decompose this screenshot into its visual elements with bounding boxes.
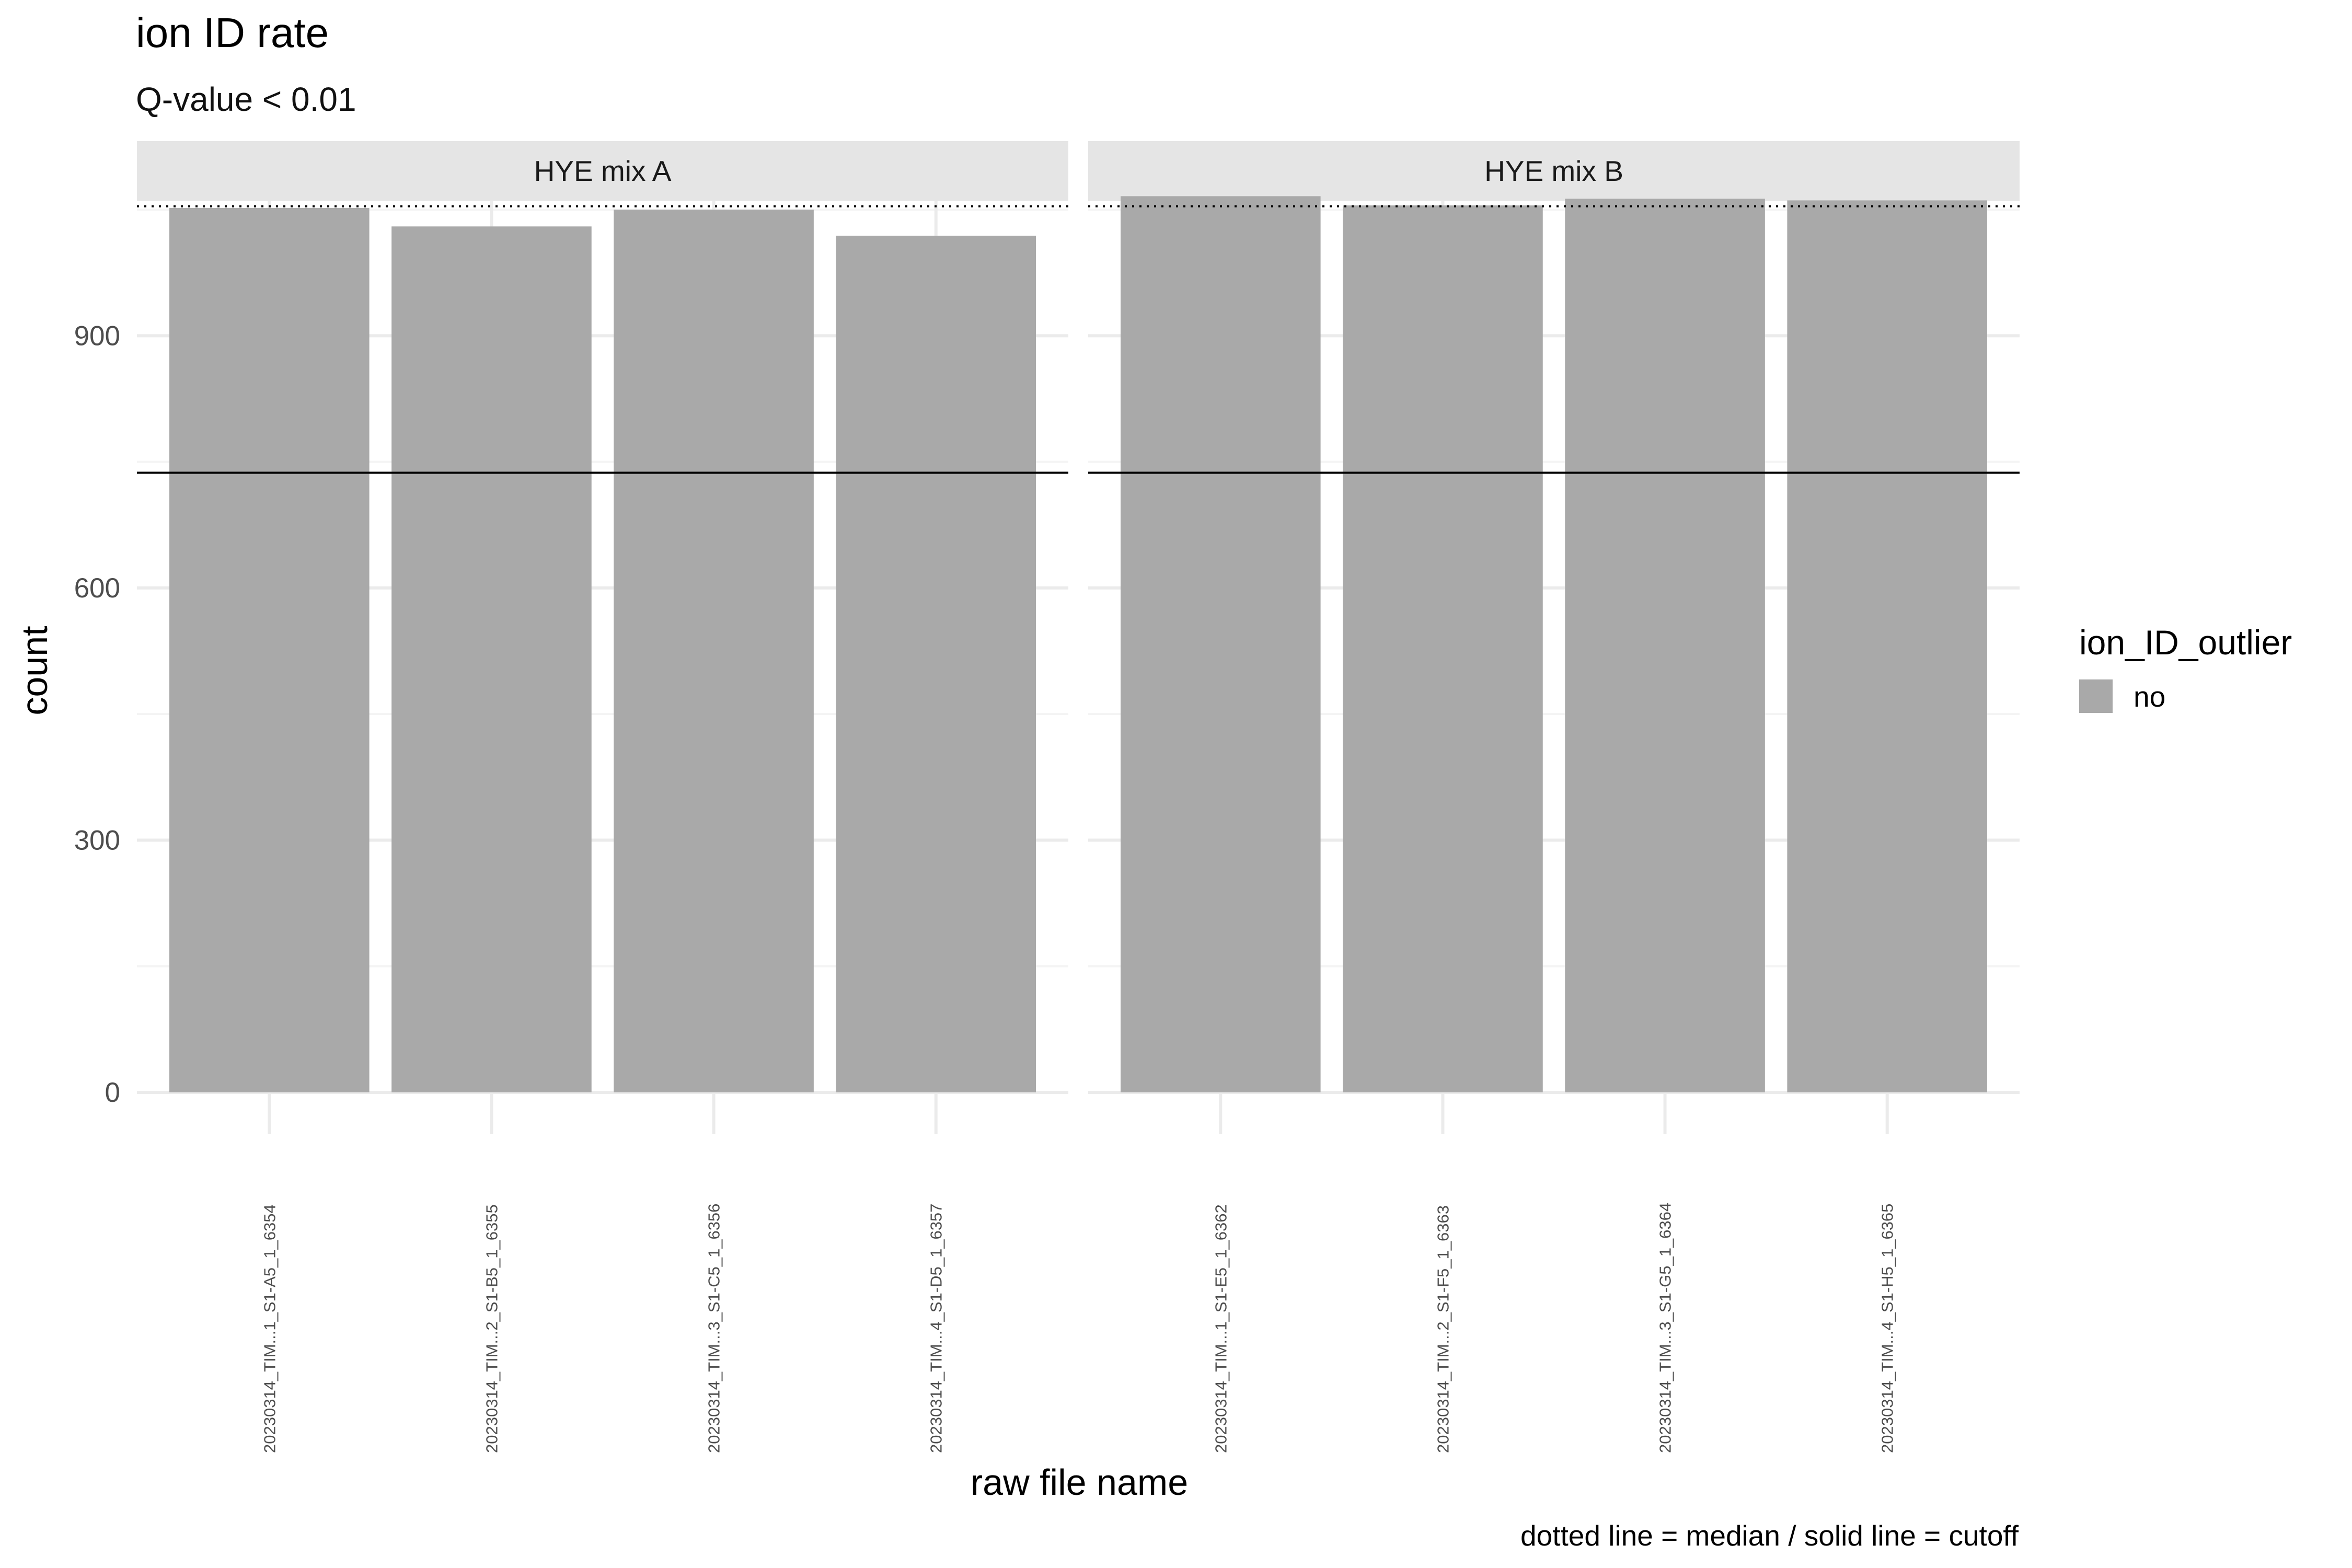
x-tick-label: 20230314_TIM...1_S1-A5_1_6354 — [260, 1204, 279, 1453]
bar — [836, 235, 1036, 1092]
x-tick-label: 20230314_TIM...2_S1-B5_1_6355 — [482, 1204, 501, 1453]
x-tick-label: 20230314_TIM...2_S1-F5_1_6363 — [1434, 1205, 1452, 1453]
facet-panel: HYE mix B 20230314_TIM...1_S1-E5_1_6362 20… — [1088, 141, 2020, 1453]
y-tick-label: 900 — [74, 320, 120, 351]
x-tick-label: 20230314_TIM...4_S1-D5_1_6357 — [927, 1204, 946, 1453]
x-axis-title: raw file name — [971, 1462, 1188, 1503]
facet-strip — [137, 141, 1068, 201]
facet-strip-label: HYE mix B — [1484, 155, 1623, 187]
x-tick-label: 20230314_TIM...4_S1-H5_1_6365 — [1878, 1204, 1897, 1453]
chart-title: ion ID rate — [136, 9, 329, 56]
facet-panel: HYE mix A 20230314_TIM...1_S1-A5_1_6354 20… — [137, 141, 1068, 1453]
facet-panels: 0 300 600 900 HYE mix A 20230314_TIM...1_S1-A… — [74, 141, 2020, 1453]
bar — [614, 210, 814, 1092]
legend-title: ion_ID_outlier — [2079, 623, 2292, 662]
legend-key-no — [2079, 679, 2113, 713]
bar — [1565, 199, 1765, 1092]
x-tick-label: 20230314_TIM...3_S1-C5_1_6356 — [705, 1204, 723, 1453]
y-tick-label: 600 — [74, 573, 120, 604]
legend: ion_ID_outlier no — [2079, 623, 2292, 713]
chart-subtitle: Q-value < 0.01 — [136, 80, 356, 118]
bar — [1343, 205, 1543, 1092]
bar — [169, 207, 370, 1092]
bar — [391, 226, 592, 1092]
legend-label-no: no — [2134, 681, 2165, 713]
y-tick-label: 300 — [74, 825, 120, 856]
y-axis-title: count — [14, 626, 55, 715]
chart-caption: dotted line = median / solid line = cuto… — [1520, 1519, 2019, 1552]
facet-strip — [1088, 141, 2020, 201]
bar — [1787, 200, 1987, 1093]
x-tick-label: 20230314_TIM...1_S1-E5_1_6362 — [1212, 1204, 1230, 1453]
bar — [1121, 196, 1321, 1092]
x-tick-label: 20230314_TIM...3_S1-G5_1_6364 — [1656, 1203, 1675, 1453]
y-tick-label: 0 — [105, 1077, 120, 1108]
facet-strip-label: HYE mix A — [534, 155, 672, 187]
